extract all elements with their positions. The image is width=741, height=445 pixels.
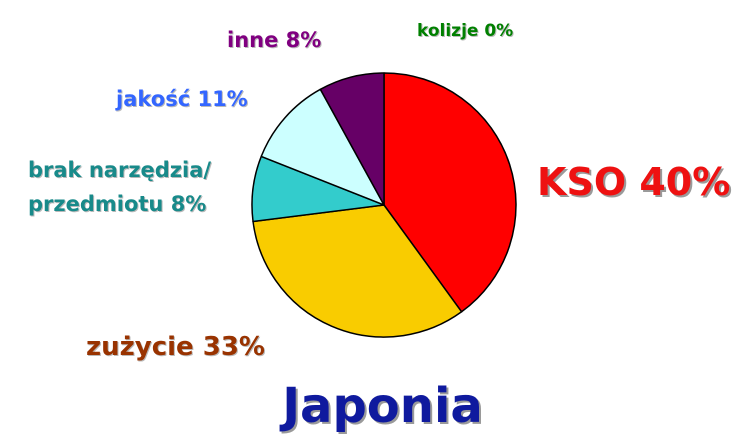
chart-title: Japonia [282,378,483,434]
slice-label-kolizje: kolizje 0% [417,21,514,41]
slice-label-jakosc: jakość 11% [116,87,248,111]
pie-slice-inne [319,72,385,206]
slice-label-brak-narzedzia-line-2: przedmiotu 8% [28,192,207,216]
slice-label-brak-narzedzia-line-1: brak narzędzia/ [28,158,212,182]
slice-label-zuzycie: zużycie 33% [86,332,265,362]
pie-slice-kso [383,72,517,313]
pie-slice-zużycie [252,204,463,338]
slice-label-kso: KSO 40% [537,160,731,204]
slice-label-brak-narzedzia: brak narzędzia/ przedmiotu 8% [28,153,211,221]
pie-slice-jakość [260,88,385,206]
slice-label-inne: inne 8% [227,28,322,52]
